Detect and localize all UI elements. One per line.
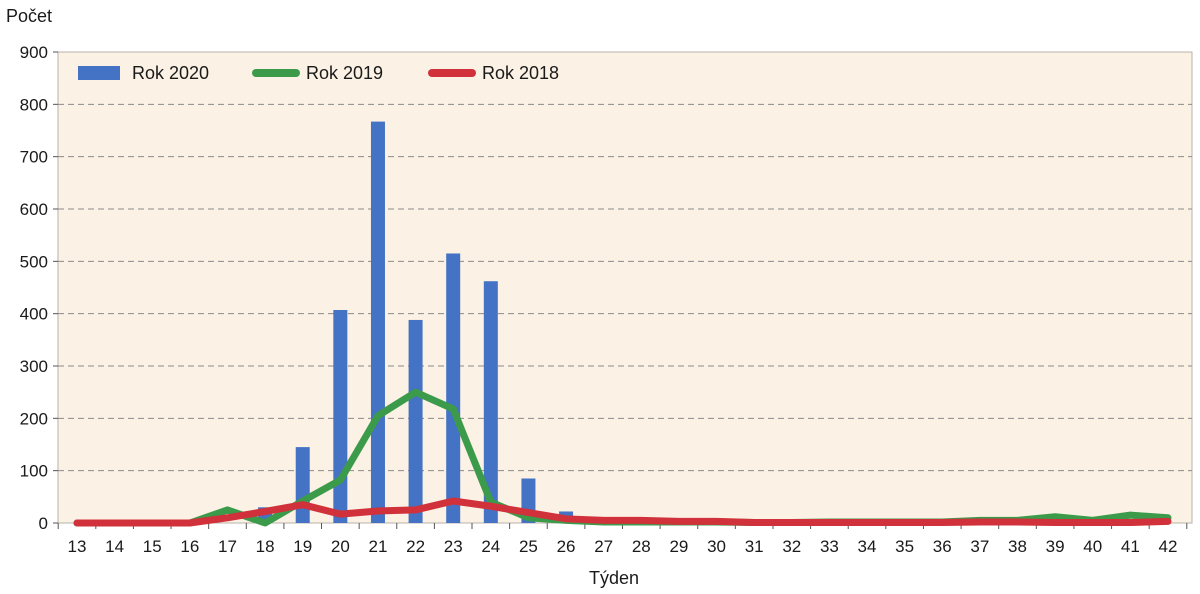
y-tick-label: 700 (20, 148, 48, 167)
legend-swatch (78, 66, 120, 80)
plot-background (57, 51, 1193, 524)
y-tick-label: 500 (20, 252, 48, 271)
series-line (73, 497, 1172, 527)
legend: Rok 2020 Rok 2019 Rok 2018 (78, 63, 559, 83)
x-tick-label: 39 (1046, 537, 1065, 556)
x-tick-label: 23 (444, 537, 463, 556)
y-tick-label: 0 (39, 514, 48, 533)
y-tick-label: 300 (20, 357, 48, 376)
x-tick-label: 36 (933, 537, 952, 556)
legend-label: Rok 2018 (482, 63, 559, 83)
bar (333, 310, 348, 523)
grid-lines (58, 103, 1192, 472)
x-tick-label: 28 (632, 537, 651, 556)
x-tick-label: 31 (745, 537, 764, 556)
y-tick-label: 600 (20, 200, 48, 219)
y-tick-label: 200 (20, 409, 48, 428)
y-tick-label: 100 (20, 462, 48, 481)
x-tick-label: 38 (1008, 537, 1027, 556)
y-axis: 0 100 200 300 400 500 600 700 800 900 (20, 43, 58, 533)
x-tick-label: 13 (68, 537, 87, 556)
x-tick-label: 18 (256, 537, 275, 556)
y-axis-title: Počet (6, 6, 52, 26)
x-tick-label: 42 (1159, 537, 1178, 556)
bar (295, 447, 310, 523)
x-axis: 13 14 15 16 17 18 19 20 21 22 23 24 25 26 27 28 29 30 31 32… (57, 523, 1188, 556)
x-tick-label: 22 (406, 537, 425, 556)
legend-label: Rok 2020 (132, 63, 209, 83)
x-tick-label: 30 (707, 537, 726, 556)
x-tick-label: 17 (218, 537, 237, 556)
x-tick-label: 27 (594, 537, 613, 556)
x-tick-label: 29 (669, 537, 688, 556)
x-tick-label: 37 (970, 537, 989, 556)
x-tick-label: 15 (143, 537, 162, 556)
y-tick-label: 900 (20, 43, 48, 62)
x-tick-label: 16 (180, 537, 199, 556)
y-tick-label: 400 (20, 305, 48, 324)
x-tick-label: 14 (105, 537, 124, 556)
x-axis-title: Týden (589, 568, 639, 588)
bar (370, 121, 385, 523)
x-tick-label: 33 (820, 537, 839, 556)
x-tick-label: 26 (557, 537, 576, 556)
bar (483, 281, 498, 523)
x-tick-label: 25 (519, 537, 538, 556)
x-tick-label: 19 (293, 537, 312, 556)
y-tick-label: 800 (20, 95, 48, 114)
x-tick-label: 20 (331, 537, 350, 556)
bar (446, 253, 461, 523)
x-tick-label: 24 (481, 537, 500, 556)
x-tick-label: 32 (782, 537, 801, 556)
x-tick-label: 34 (858, 537, 877, 556)
x-tick-label: 21 (368, 537, 387, 556)
x-tick-label: 41 (1121, 537, 1140, 556)
x-tick-label: 35 (895, 537, 914, 556)
legend-label: Rok 2019 (306, 63, 383, 83)
lines (73, 388, 1172, 527)
bar (408, 319, 423, 523)
x-tick-label: 40 (1083, 537, 1102, 556)
